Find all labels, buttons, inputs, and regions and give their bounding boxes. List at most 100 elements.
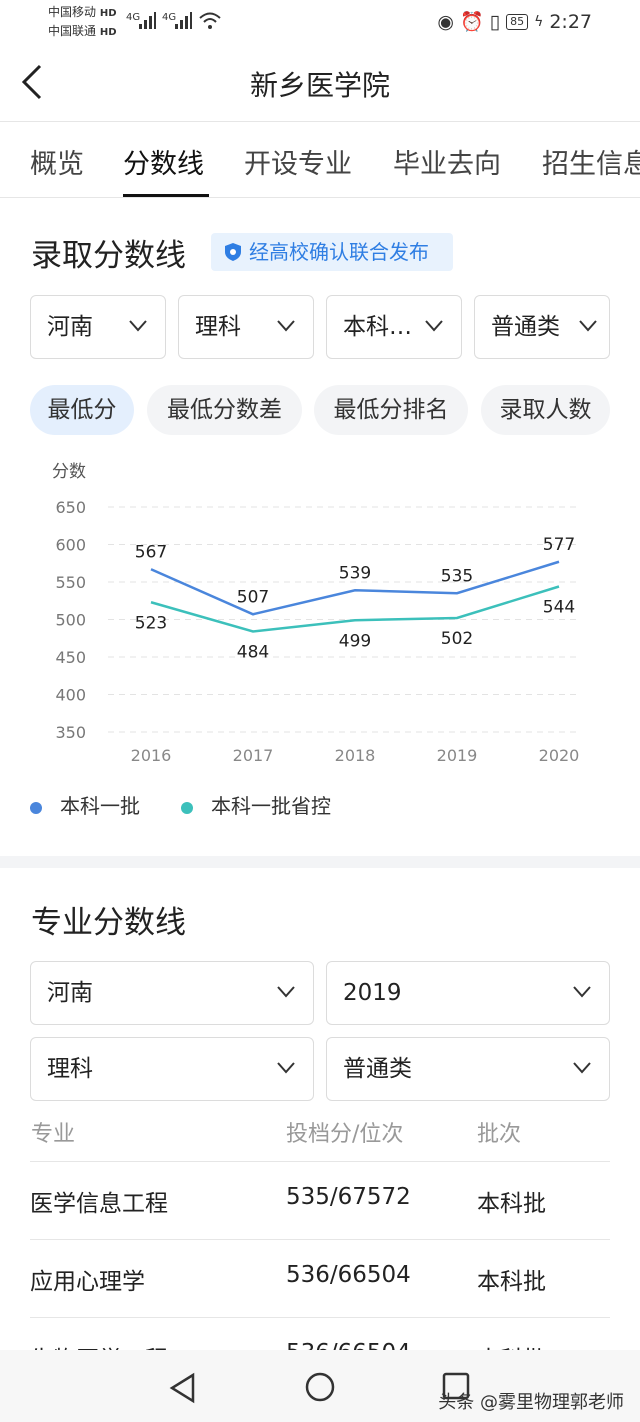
hd-badge: HD xyxy=(99,8,117,19)
major-subject-select[interactable]: 理科 xyxy=(30,1037,314,1101)
home-circle-icon[interactable] xyxy=(304,1371,336,1403)
carrier-1: 中国移动 xyxy=(48,5,97,19)
column-header-batch: 批次 xyxy=(477,1122,522,1147)
recents-square-icon[interactable] xyxy=(441,1371,471,1401)
x-tick-label: 2017 xyxy=(233,746,274,765)
section-title-admission: 录取分数线 xyxy=(31,238,186,274)
column-header-major: 专业 xyxy=(31,1122,76,1147)
score-line-chart: 分数 350 400 450 500 550 600 650 2016 2017 2018 2019 2… xyxy=(52,462,580,765)
chevron-down-icon xyxy=(129,320,147,332)
chevron-down-icon xyxy=(573,1062,591,1074)
y-tick-label: 400 xyxy=(55,686,86,705)
data-label: 544 xyxy=(543,598,575,618)
hd-badge-2: HD xyxy=(99,27,117,38)
series-line-1 xyxy=(150,560,560,616)
metric-tab-admitted-count[interactable]: 录取人数 xyxy=(481,385,610,435)
chevron-down-icon xyxy=(579,320,597,332)
data-label: 539 xyxy=(339,563,371,583)
y-tick-label: 450 xyxy=(55,648,86,667)
page-title: 新乡医学院 xyxy=(249,69,390,102)
vibrate-icon: ▯ xyxy=(489,10,501,33)
data-label: 507 xyxy=(237,587,269,607)
eye-icon: ◉ xyxy=(437,10,454,33)
carrier-2: 中国联通 xyxy=(48,24,97,38)
data-label: 484 xyxy=(237,643,269,663)
major-province-value: 河南 xyxy=(47,980,93,1006)
batch: 本科批 xyxy=(477,1269,546,1295)
major-name: 应用心理学 xyxy=(30,1269,145,1295)
major-name: 医学信息工程 xyxy=(30,1191,168,1217)
major-year-select[interactable]: 2019 xyxy=(326,961,610,1025)
verified-badge: 经高校确认联合发布 xyxy=(211,233,453,271)
subject-select[interactable]: 理科 xyxy=(178,295,314,359)
tab-overview[interactable]: 概览 xyxy=(30,149,84,180)
chevron-down-icon xyxy=(425,320,443,332)
batch-select[interactable]: 本科… xyxy=(326,295,462,359)
score-rank: 535/67572 xyxy=(286,1184,411,1210)
tab-bar: 概览 分数线 开设专业 毕业去向 招生信息 xyxy=(0,122,640,198)
active-tab-indicator xyxy=(123,194,209,197)
system-nav-bar xyxy=(0,1350,640,1422)
type-select[interactable]: 普通类 xyxy=(474,295,610,359)
nav-bar: 新乡医学院 xyxy=(0,44,640,122)
chevron-down-icon xyxy=(573,986,591,998)
tab-graduation[interactable]: 毕业去向 xyxy=(393,149,501,180)
watermark: 头条 @雾里物理郭老师 xyxy=(438,1392,624,1413)
batch: 本科批 xyxy=(477,1191,546,1217)
shield-icon xyxy=(225,243,241,261)
tab-majors[interactable]: 开设专业 xyxy=(244,149,352,180)
major-province-select[interactable]: 河南 xyxy=(30,961,314,1025)
status-bar: 中国移动 HD 中国联通 HD 4G 4G ◉ ⏰ ▯ 85 ϟ 2:27 xyxy=(0,0,640,44)
tab-score-line[interactable]: 分数线 xyxy=(123,149,204,180)
tab-admissions-info[interactable]: 招生信息 xyxy=(542,149,640,180)
alarm-icon: ⏰ xyxy=(459,11,484,33)
score-rank: 536/66504 xyxy=(286,1262,411,1288)
chevron-down-icon xyxy=(277,320,295,332)
legend-item-1: 本科一批 xyxy=(30,790,140,819)
metric-tab-min-score[interactable]: 最低分 xyxy=(30,385,134,435)
legend-item-2: 本科一批省控 xyxy=(181,790,331,819)
column-header-score-rank: 投档分/位次 xyxy=(286,1122,404,1147)
major-type-value: 普通类 xyxy=(343,1056,412,1082)
y-tick-label: 500 xyxy=(55,611,86,630)
signal-icon xyxy=(139,12,156,29)
legend-dot-icon xyxy=(30,801,42,814)
major-type-select[interactable]: 普通类 xyxy=(326,1037,610,1101)
data-label: 577 xyxy=(543,535,575,555)
data-label: 567 xyxy=(135,542,167,562)
major-subject-value: 理科 xyxy=(47,1056,93,1082)
data-label: 499 xyxy=(339,631,371,651)
back-arrow-icon[interactable] xyxy=(18,62,48,102)
chevron-down-icon xyxy=(277,1062,295,1074)
table-row[interactable]: 应用心理学 536/66504 本科批 xyxy=(30,1239,610,1317)
legend-label-2: 本科一批省控 xyxy=(211,794,331,818)
batch-value: 本科… xyxy=(343,314,412,340)
data-label: 535 xyxy=(441,566,473,586)
metric-tab-min-score-diff[interactable]: 最低分数差 xyxy=(147,385,302,435)
metric-tab-min-rank[interactable]: 最低分排名 xyxy=(314,385,468,435)
y-tick-label: 650 xyxy=(55,498,86,517)
y-tick-label: 350 xyxy=(55,723,86,742)
province-select[interactable]: 河南 xyxy=(30,295,166,359)
charging-icon: ϟ xyxy=(534,13,544,30)
major-year-value: 2019 xyxy=(343,980,402,1006)
data-label: 502 xyxy=(441,629,473,649)
section-title-major: 专业分数线 xyxy=(31,905,186,941)
x-tick-label: 2020 xyxy=(539,746,580,765)
x-tick-label: 2016 xyxy=(131,746,172,765)
network-type-2: 4G xyxy=(162,12,177,23)
province-value: 河南 xyxy=(47,314,93,340)
x-tick-label: 2018 xyxy=(335,746,376,765)
chevron-down-icon xyxy=(277,986,295,998)
legend-label-1: 本科一批 xyxy=(60,794,140,818)
table-row[interactable]: 医学信息工程 535/67572 本科批 xyxy=(30,1161,610,1239)
section-divider xyxy=(0,856,640,868)
series-line-2 xyxy=(150,585,560,633)
wifi-icon xyxy=(199,12,221,29)
network-type: 4G xyxy=(126,12,141,23)
signal-icon-2 xyxy=(175,12,192,29)
x-tick-label: 2019 xyxy=(437,746,478,765)
back-triangle-icon[interactable] xyxy=(168,1372,198,1404)
y-tick-label: 600 xyxy=(55,536,86,555)
type-value: 普通类 xyxy=(491,314,560,340)
